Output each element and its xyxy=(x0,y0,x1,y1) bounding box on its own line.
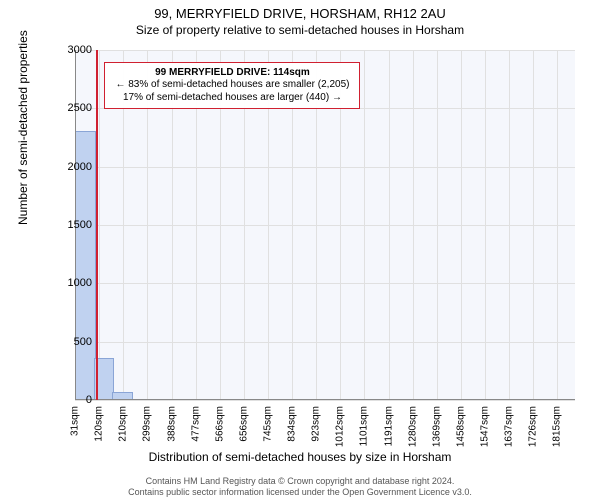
x-tick-label: 745sqm xyxy=(263,406,274,442)
footer-line-2: Contains public sector information licen… xyxy=(0,487,600,498)
grid-line-v xyxy=(437,50,438,400)
chart-subtitle: Size of property relative to semi-detach… xyxy=(0,21,600,37)
grid-line-v xyxy=(509,50,510,400)
grid-line-h xyxy=(75,400,575,401)
y-tick-label: 1000 xyxy=(32,277,92,289)
x-tick-label: 834sqm xyxy=(287,406,298,442)
grid-line-h xyxy=(75,342,575,343)
property-marker-line xyxy=(96,50,98,400)
grid-line-h xyxy=(75,283,575,284)
x-tick-label: 388sqm xyxy=(166,406,177,442)
y-tick-label: 2500 xyxy=(32,102,92,114)
x-axis-label: Distribution of semi-detached houses by … xyxy=(0,450,600,464)
y-axis-label: Number of semi-detached properties xyxy=(16,30,30,225)
x-tick-label: 31sqm xyxy=(70,406,81,436)
info-box-larger: 17% of semi-detached houses are larger (… xyxy=(115,92,349,105)
x-tick-label: 477sqm xyxy=(190,406,201,442)
x-tick-label: 923sqm xyxy=(311,406,322,442)
footer-attribution: Contains HM Land Registry data © Crown c… xyxy=(0,476,600,498)
grid-line-h xyxy=(75,50,575,51)
x-tick-label: 1815sqm xyxy=(552,406,563,447)
grid-line-v xyxy=(99,50,100,400)
grid-line-v xyxy=(389,50,390,400)
grid-line-h xyxy=(75,167,575,168)
x-tick-label: 656sqm xyxy=(239,406,250,442)
y-tick-label: 0 xyxy=(32,394,92,406)
info-box-title: 99 MERRYFIELD DRIVE: 114sqm xyxy=(115,67,349,80)
grid-line-v xyxy=(461,50,462,400)
x-tick-label: 1191sqm xyxy=(383,406,394,446)
x-tick-label: 1637sqm xyxy=(504,406,515,447)
y-tick-label: 500 xyxy=(32,336,92,348)
x-axis-line xyxy=(75,399,575,400)
x-tick-label: 1726sqm xyxy=(528,406,539,447)
x-tick-label: 1012sqm xyxy=(335,406,346,447)
info-box-smaller: ← 83% of semi-detached houses are smalle… xyxy=(115,79,349,92)
grid-line-v xyxy=(364,50,365,400)
x-tick-label: 1369sqm xyxy=(431,406,442,447)
grid-line-v xyxy=(533,50,534,400)
x-tick-label: 1101sqm xyxy=(359,406,370,446)
property-info-box: 99 MERRYFIELD DRIVE: 114sqm← 83% of semi… xyxy=(104,62,360,110)
grid-line-v xyxy=(413,50,414,400)
x-tick-label: 1280sqm xyxy=(407,406,418,447)
x-tick-label: 566sqm xyxy=(214,406,225,442)
y-tick-label: 3000 xyxy=(32,44,92,56)
grid-line-v xyxy=(557,50,558,400)
chart-title: 99, MERRYFIELD DRIVE, HORSHAM, RH12 2AU xyxy=(0,0,600,21)
y-tick-label: 2000 xyxy=(32,161,92,173)
plot-area: 99 MERRYFIELD DRIVE: 114sqm← 83% of semi… xyxy=(75,50,575,400)
x-tick-label: 299sqm xyxy=(142,406,153,442)
x-tick-label: 1458sqm xyxy=(455,406,466,447)
x-tick-label: 1547sqm xyxy=(479,406,490,447)
footer-line-1: Contains HM Land Registry data © Crown c… xyxy=(0,476,600,487)
grid-line-h xyxy=(75,225,575,226)
grid-line-v xyxy=(485,50,486,400)
x-tick-label: 120sqm xyxy=(94,406,105,442)
y-tick-label: 1500 xyxy=(32,219,92,231)
x-tick-label: 210sqm xyxy=(118,406,129,442)
